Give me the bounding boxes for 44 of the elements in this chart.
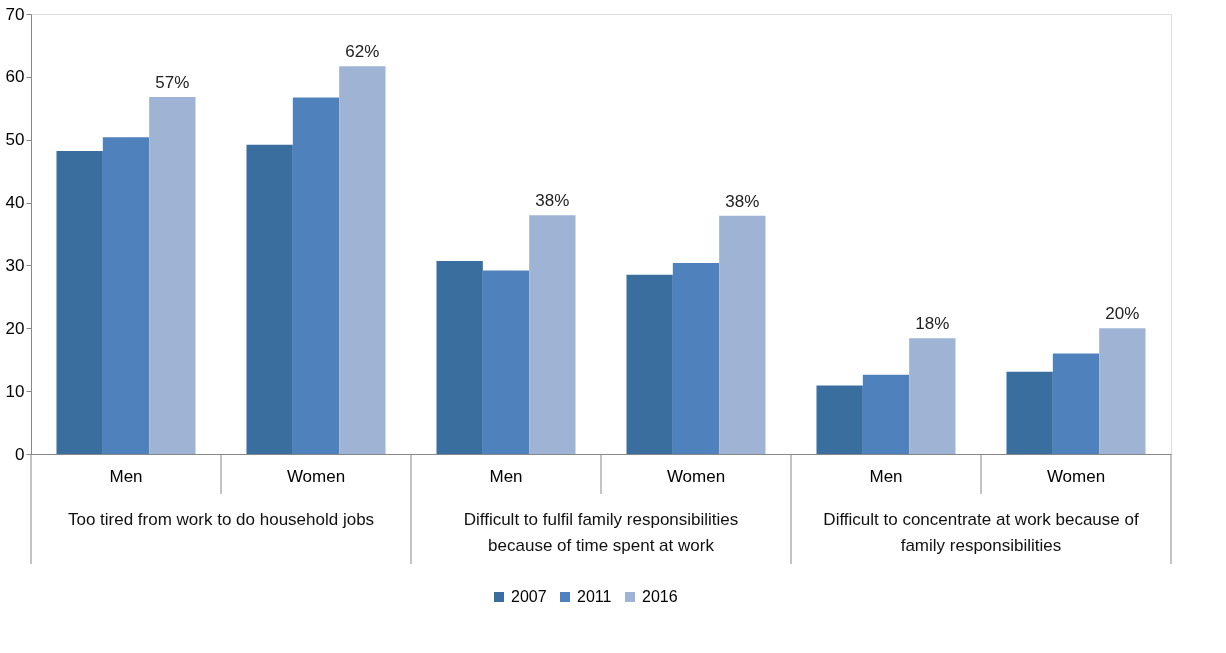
data-label: 57% <box>155 72 190 92</box>
bar <box>529 215 576 454</box>
data-label: 38% <box>725 191 760 211</box>
y-tick-label: 40 <box>5 193 25 213</box>
bar <box>1052 353 1100 454</box>
y-tick-label: 10 <box>5 381 25 401</box>
bar <box>482 270 530 454</box>
bar <box>862 374 910 454</box>
y-tick-label: 60 <box>5 67 25 87</box>
data-label: 18% <box>915 314 950 334</box>
bar <box>292 97 340 454</box>
bar <box>339 66 386 454</box>
bar <box>1006 371 1053 454</box>
bar <box>672 262 720 454</box>
legend-label: 2007 <box>511 588 547 605</box>
x-tick-label: Men <box>109 466 143 486</box>
legend-label: 2011 <box>577 588 612 605</box>
bar <box>816 385 863 454</box>
bar <box>626 274 673 454</box>
text: Too tired from work to do household jobs <box>67 510 375 529</box>
text: Difficult to fulfil family responsibilities because of time spent at work <box>463 510 739 555</box>
x-tick-label: Women <box>666 466 726 486</box>
x-tick-label: Men <box>869 466 903 486</box>
x-tick-label: Men <box>489 466 523 486</box>
bar <box>909 338 956 454</box>
bar <box>246 144 293 454</box>
y-tick-label: 50 <box>5 130 25 150</box>
x-tick-label: Women <box>1046 466 1106 486</box>
bar <box>1099 328 1146 454</box>
y-tick-label: 30 <box>5 255 25 275</box>
bar <box>436 261 483 454</box>
y-tick-label: 0 <box>15 444 25 464</box>
y-tick-label: 20 <box>5 318 25 338</box>
legend-label: 2016 <box>642 588 678 605</box>
data-label: 38% <box>535 191 570 211</box>
data-label: 62% <box>345 42 380 62</box>
data-label: 20% <box>1105 304 1140 324</box>
y-tick-label: 70 <box>5 4 25 24</box>
bar <box>102 137 150 454</box>
bar <box>149 96 196 454</box>
text: Difficult to concentrate at work because of family responsibilities <box>823 510 1139 555</box>
x-tick-label: Women <box>286 466 346 486</box>
bar <box>719 215 766 454</box>
bar <box>56 151 103 454</box>
